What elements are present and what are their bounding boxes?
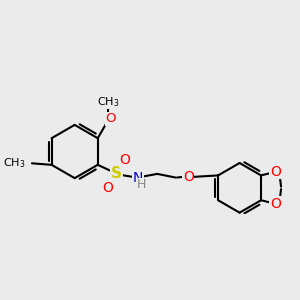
Text: N: N (133, 170, 143, 184)
Text: O: O (105, 112, 116, 125)
Text: O: O (270, 197, 281, 211)
Text: CH$_3$: CH$_3$ (3, 156, 25, 170)
Text: S: S (111, 167, 122, 182)
Text: CH$_3$: CH$_3$ (97, 95, 120, 109)
Text: H: H (137, 178, 147, 191)
Text: O: O (103, 181, 113, 195)
Text: O: O (270, 165, 281, 179)
Text: O: O (183, 169, 194, 184)
Text: O: O (119, 153, 130, 167)
